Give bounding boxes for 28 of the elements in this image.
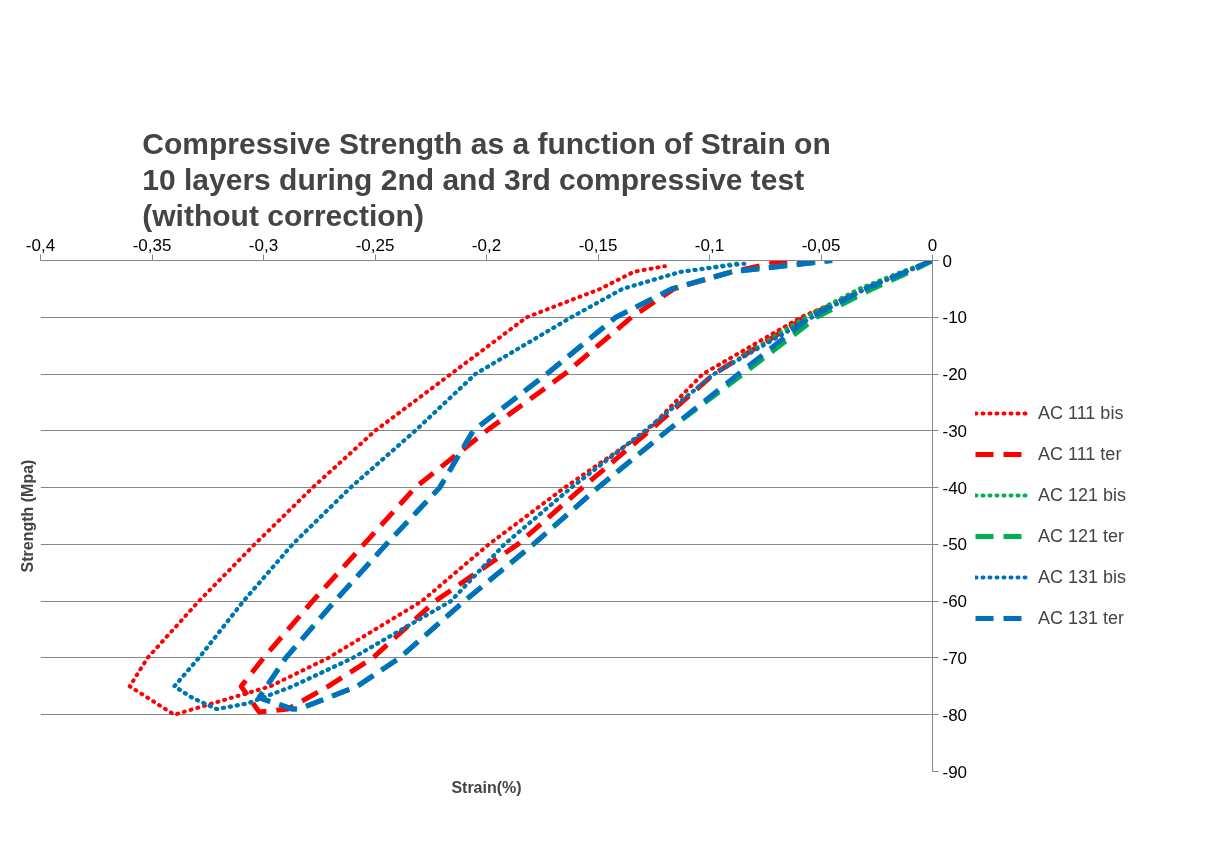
y-axis-title: Strength (Mpa) (18, 459, 36, 573)
y-tick-label: -30 (942, 421, 968, 441)
y-tick-label: -50 (942, 535, 968, 555)
legend-label: AC 111 ter (1038, 443, 1122, 465)
legend-label: AC 131 ter (1038, 607, 1125, 629)
x-axis-title: Strain(%) (451, 778, 522, 796)
y-tick-label: -70 (942, 648, 968, 668)
legend-label: AC 121 ter (1038, 525, 1125, 547)
x-tick-label: -0,15 (578, 235, 618, 255)
x-tick-label: 0 (927, 235, 938, 255)
y-tick-label: -60 (942, 592, 968, 612)
y-tick-label: -20 (942, 365, 968, 385)
y-tick-label: -40 (942, 478, 968, 498)
y-tick-label: -10 (942, 308, 968, 328)
x-tick-label: -0,35 (132, 235, 172, 255)
y-tick-label: -90 (942, 762, 968, 782)
x-tick-label: -0,1 (694, 235, 725, 255)
x-tick-label: -0,4 (25, 235, 56, 255)
y-tick-label: 0 (942, 251, 952, 271)
x-tick-label: -0,25 (355, 235, 395, 255)
x-tick-label: -0,05 (801, 235, 841, 255)
x-tick-label: -0,2 (471, 235, 502, 255)
chart-title: Compressive Strength as a function of Strain on 10 layers during 2nd and 3rd compressive test (without correction) (142, 126, 831, 233)
legend-label: AC 111 bis (1038, 402, 1124, 424)
y-tick-label: -80 (942, 705, 968, 725)
legend-label: AC 121 bis (1038, 484, 1127, 506)
legend-label: AC 131 bis (1038, 566, 1127, 588)
x-tick-label: -0,3 (248, 235, 279, 255)
